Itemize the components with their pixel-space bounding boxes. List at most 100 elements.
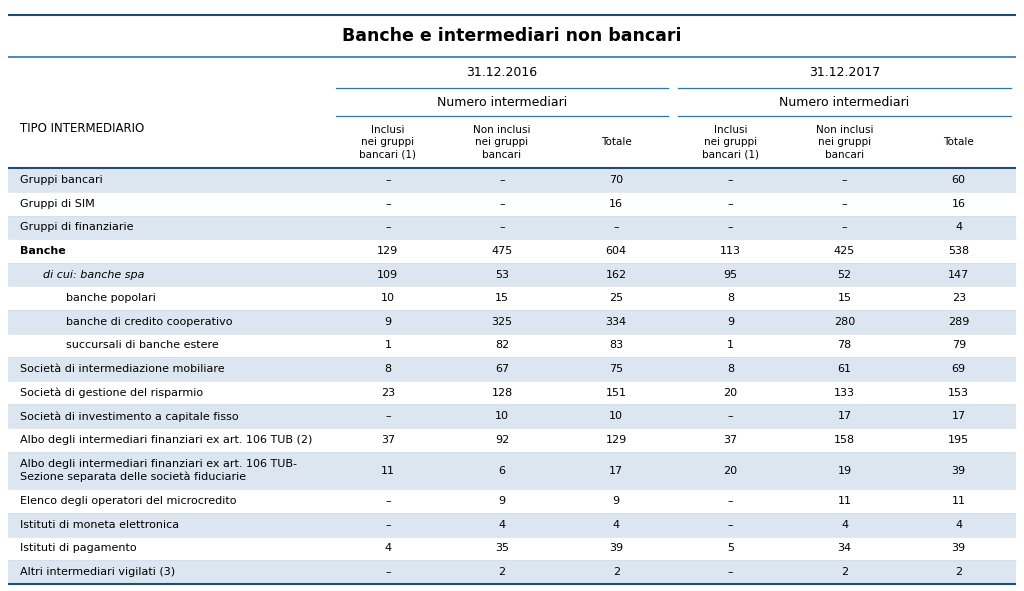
Text: Istituti di pagamento: Istituti di pagamento xyxy=(20,544,137,554)
Text: Albo degli intermediari finanziari ex art. 106 TUB (2): Albo degli intermediari finanziari ex ar… xyxy=(20,435,313,445)
Text: 10: 10 xyxy=(381,293,395,303)
Text: Banche: Banche xyxy=(20,246,67,256)
Text: 289: 289 xyxy=(948,317,970,327)
Text: Totale: Totale xyxy=(943,138,974,147)
Text: 113: 113 xyxy=(720,246,741,256)
Bar xyxy=(8,404,1016,428)
Text: Gruppi di finanziarie: Gruppi di finanziarie xyxy=(20,222,134,232)
Text: 4: 4 xyxy=(955,520,963,530)
Text: banche di credito cooperativo: banche di credito cooperativo xyxy=(66,317,232,327)
Text: 2: 2 xyxy=(612,567,620,577)
Text: 83: 83 xyxy=(609,340,624,350)
Text: –: – xyxy=(385,496,390,506)
Text: 151: 151 xyxy=(605,388,627,398)
Text: 17: 17 xyxy=(838,411,852,421)
Text: –: – xyxy=(385,222,390,232)
Bar xyxy=(8,168,1016,192)
Text: Albo degli intermediari finanziari ex art. 106 TUB-
Sezione separata delle socie: Albo degli intermediari finanziari ex ar… xyxy=(20,459,298,482)
Bar xyxy=(8,263,1016,287)
Text: 9: 9 xyxy=(384,317,391,327)
Text: Inclusi
nei gruppi
bancari (1): Inclusi nei gruppi bancari (1) xyxy=(359,125,417,160)
Text: 16: 16 xyxy=(951,199,966,209)
Text: 129: 129 xyxy=(377,246,398,256)
Text: 128: 128 xyxy=(492,388,513,398)
Text: 34: 34 xyxy=(838,544,852,554)
Text: 39: 39 xyxy=(951,466,966,476)
Text: 109: 109 xyxy=(377,269,398,280)
Text: 92: 92 xyxy=(495,435,509,445)
Text: 19: 19 xyxy=(838,466,852,476)
Text: 153: 153 xyxy=(948,388,970,398)
Text: 82: 82 xyxy=(495,340,509,350)
Bar xyxy=(8,192,1016,216)
Text: –: – xyxy=(728,520,733,530)
Text: 31.12.2016: 31.12.2016 xyxy=(467,66,538,79)
Text: Istituti di moneta elettronica: Istituti di moneta elettronica xyxy=(20,520,179,530)
Text: –: – xyxy=(385,411,390,421)
Text: –: – xyxy=(500,199,505,209)
Text: –: – xyxy=(385,199,390,209)
Text: Elenco degli operatori del microcredito: Elenco degli operatori del microcredito xyxy=(20,496,237,506)
Bar xyxy=(8,216,1016,239)
Bar xyxy=(8,239,1016,263)
Text: succursali di banche estere: succursali di banche estere xyxy=(66,340,218,350)
Text: 37: 37 xyxy=(723,435,737,445)
Bar xyxy=(8,537,1016,560)
Text: –: – xyxy=(385,176,390,185)
Bar xyxy=(8,358,1016,381)
Text: Altri intermediari vigilati (3): Altri intermediari vigilati (3) xyxy=(20,567,175,577)
Text: 39: 39 xyxy=(951,544,966,554)
Text: 39: 39 xyxy=(609,544,624,554)
Text: banche popolari: banche popolari xyxy=(66,293,156,303)
Text: 61: 61 xyxy=(838,364,852,374)
Text: 4: 4 xyxy=(612,520,620,530)
Text: –: – xyxy=(500,176,505,185)
Text: 334: 334 xyxy=(605,317,627,327)
Text: 25: 25 xyxy=(609,293,624,303)
Text: 15: 15 xyxy=(838,293,852,303)
Text: 17: 17 xyxy=(609,466,624,476)
Text: 23: 23 xyxy=(951,293,966,303)
Text: 2: 2 xyxy=(841,567,848,577)
Text: 280: 280 xyxy=(834,317,855,327)
Bar xyxy=(8,452,1016,489)
Text: –: – xyxy=(385,567,390,577)
Text: 538: 538 xyxy=(948,246,970,256)
Bar xyxy=(8,513,1016,537)
Text: 17: 17 xyxy=(951,411,966,421)
Text: di cui: banche spa: di cui: banche spa xyxy=(43,269,144,280)
Text: Banche e intermediari non bancari: Banche e intermediari non bancari xyxy=(342,27,682,45)
Text: –: – xyxy=(728,176,733,185)
Text: 69: 69 xyxy=(951,364,966,374)
Text: 1: 1 xyxy=(727,340,734,350)
Text: Numero intermediari: Numero intermediari xyxy=(779,96,909,109)
Text: –: – xyxy=(842,199,847,209)
Text: 425: 425 xyxy=(834,246,855,256)
Text: 6: 6 xyxy=(499,466,506,476)
Text: Società di investimento a capitale fisso: Società di investimento a capitale fisso xyxy=(20,411,240,421)
Text: 162: 162 xyxy=(605,269,627,280)
Text: 52: 52 xyxy=(838,269,852,280)
Text: 8: 8 xyxy=(384,364,391,374)
Bar xyxy=(8,381,1016,404)
Text: Società di intermediazione mobiliare: Società di intermediazione mobiliare xyxy=(20,364,225,374)
Text: –: – xyxy=(728,199,733,209)
Text: 325: 325 xyxy=(492,317,513,327)
Text: –: – xyxy=(385,520,390,530)
Text: 4: 4 xyxy=(955,222,963,232)
Text: Gruppi di SIM: Gruppi di SIM xyxy=(20,199,95,209)
Text: TIPO INTERMEDIARIO: TIPO INTERMEDIARIO xyxy=(20,122,144,135)
Text: Inclusi
nei gruppi
bancari (1): Inclusi nei gruppi bancari (1) xyxy=(701,125,759,160)
Text: Gruppi bancari: Gruppi bancari xyxy=(20,176,103,185)
Text: 11: 11 xyxy=(951,496,966,506)
Text: 133: 133 xyxy=(834,388,855,398)
Text: 70: 70 xyxy=(609,176,624,185)
Text: 31.12.2017: 31.12.2017 xyxy=(809,66,881,79)
Text: –: – xyxy=(500,222,505,232)
Text: –: – xyxy=(728,222,733,232)
Text: 5: 5 xyxy=(727,544,734,554)
Bar xyxy=(8,310,1016,334)
Bar xyxy=(8,287,1016,310)
Text: 23: 23 xyxy=(381,388,395,398)
Text: 16: 16 xyxy=(609,199,624,209)
